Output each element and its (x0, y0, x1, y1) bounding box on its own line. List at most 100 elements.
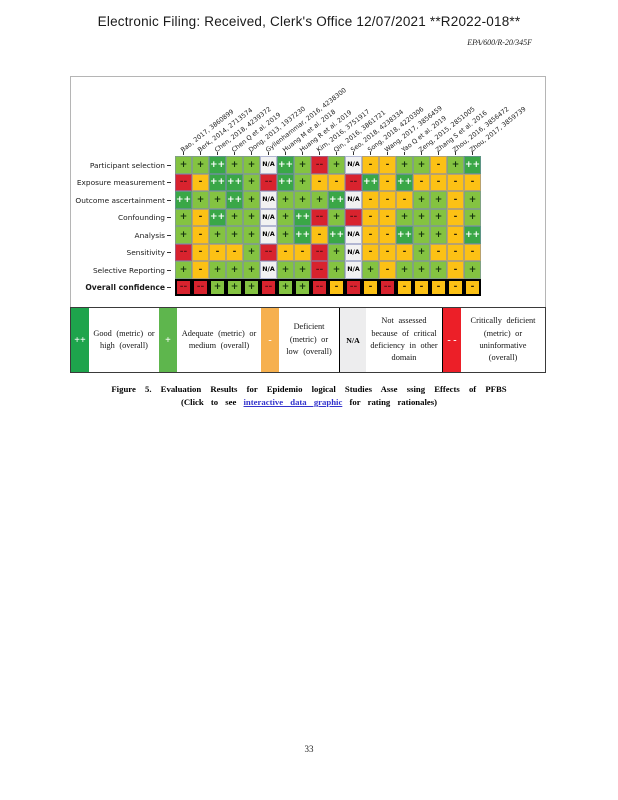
column-tick (421, 152, 422, 155)
column-tick (438, 152, 439, 155)
heatmap-cell: + (464, 208, 481, 226)
row-label: Analysis (71, 231, 171, 240)
heatmap-cell: + (226, 156, 243, 174)
heatmap-cell: + (243, 261, 260, 279)
heatmap-cell: - (379, 243, 396, 261)
heatmap-cell: -- (311, 208, 328, 226)
heatmap-cell: + (328, 156, 345, 174)
heatmap-cell: - (430, 243, 447, 261)
heatmap-cell: -- (311, 243, 328, 261)
heatmap-cell: - (362, 226, 379, 244)
heatmap-cell: + (226, 278, 243, 296)
row-label: Participant selection (71, 161, 171, 170)
heatmap-cell: + (413, 226, 430, 244)
heatmap-cell: + (277, 278, 294, 296)
heatmap-cell: -- (345, 208, 362, 226)
heatmap-cell: N/A (260, 191, 277, 209)
heatmap-cell: + (328, 208, 345, 226)
column-tick (234, 152, 235, 155)
heatmap-cell: + (294, 173, 311, 191)
caption-line2: (Click to see interactive data graphic f… (85, 397, 533, 407)
heatmap-cell: ++ (464, 226, 481, 244)
column-tick (302, 152, 303, 155)
heatmap-cell: + (209, 278, 226, 296)
heatmap-cell: + (413, 243, 430, 261)
heatmap-cell: + (277, 226, 294, 244)
heatmap-cell: - (311, 226, 328, 244)
heatmap-cell: - (294, 243, 311, 261)
page-title: Electronic Filing: Received, Clerk's Off… (97, 14, 521, 29)
heatmap-cell: + (175, 208, 192, 226)
heatmap-cell: - (362, 243, 379, 261)
legend-text: Not assessed because of critical deficie… (370, 316, 438, 363)
heatmap-cell: + (396, 208, 413, 226)
heatmap-cell: - (192, 226, 209, 244)
heatmap-cell: -- (311, 278, 328, 296)
heatmap-cell: - (277, 243, 294, 261)
heatmap-cell: + (243, 226, 260, 244)
heatmap-cell: - (379, 208, 396, 226)
heatmap-cell: ++ (209, 156, 226, 174)
heatmap-cell: - (192, 173, 209, 191)
heatmap-cell: + (294, 156, 311, 174)
heatmap-cell: N/A (260, 226, 277, 244)
heatmap-cell: N/A (345, 243, 362, 261)
heatmap-cell: ++ (294, 226, 311, 244)
heatmap-cell: - (362, 156, 379, 174)
heatmap-cell: + (430, 208, 447, 226)
heatmap-cell: + (430, 191, 447, 209)
heatmap-cell: - (447, 208, 464, 226)
legend-swatch: N/A (340, 308, 366, 372)
legend-text: Good (metric) or high (overall) (93, 328, 155, 350)
heatmap-cell: + (226, 226, 243, 244)
heatmap-cell: + (413, 156, 430, 174)
heatmap-cell: + (328, 261, 345, 279)
heatmap-cell: -- (311, 261, 328, 279)
column-tick (336, 152, 337, 155)
row-label: Confounding (71, 213, 171, 222)
figure-caption: Figure 5. Evaluation Results for Epidemi… (85, 384, 533, 407)
heatmap-cell: N/A (345, 191, 362, 209)
interactive-data-graphic-link[interactable]: interactive data graphic (243, 397, 343, 407)
column-tick (200, 152, 201, 155)
heatmap-cell: N/A (345, 156, 362, 174)
heatmap-cell: -- (345, 278, 362, 296)
heatmap-cell: + (277, 208, 294, 226)
heatmap-cell: + (328, 243, 345, 261)
heatmap-cell: -- (175, 243, 192, 261)
row-label: Sensitivity (71, 248, 171, 257)
heatmap-legend: ++ Good (metric) or high (overall) + Adequa… (70, 307, 546, 373)
heatmap-cell: -- (260, 243, 277, 261)
heatmap-cell: ++ (175, 191, 192, 209)
heatmap-cell: - (379, 261, 396, 279)
heatmap-cell: + (413, 208, 430, 226)
heatmap-cell: - (396, 278, 413, 296)
heatmap-cell: + (175, 226, 192, 244)
column-tick (285, 152, 286, 155)
heatmap-cell: - (192, 261, 209, 279)
heatmap-cell: + (243, 173, 260, 191)
legend-text: Critically deficient (metric) or uninfor… (470, 316, 536, 363)
heatmap-cell: ++ (328, 226, 345, 244)
heatmap-cell: + (362, 261, 379, 279)
column-tick (404, 152, 405, 155)
legend-text: Deficient (metric) or low (overall) (286, 322, 332, 357)
heatmap-cell: ++ (396, 173, 413, 191)
heatmap-cell: + (464, 261, 481, 279)
heatmap-cell: ++ (362, 173, 379, 191)
legend-item: - Deficient (metric) or low (overall) (261, 308, 339, 372)
heatmap-cell: + (464, 191, 481, 209)
heatmap-cell: - (379, 191, 396, 209)
heatmap-cell: - (379, 173, 396, 191)
caption-line2-prefix: (Click to see (180, 397, 244, 407)
legend-swatch: ++ (71, 308, 89, 372)
row-label: Selective Reporting (71, 266, 171, 275)
heatmap-cell: - (362, 278, 379, 296)
heatmap-chart: Bao, 2017, 3860899 Berk, 2014, 2713574 Che… (70, 76, 546, 308)
legend-swatch: - - (443, 308, 461, 372)
heatmap-cell: + (175, 156, 192, 174)
heatmap-cell: + (294, 261, 311, 279)
heatmap-cell: ++ (209, 208, 226, 226)
heatmap-cell: + (226, 261, 243, 279)
